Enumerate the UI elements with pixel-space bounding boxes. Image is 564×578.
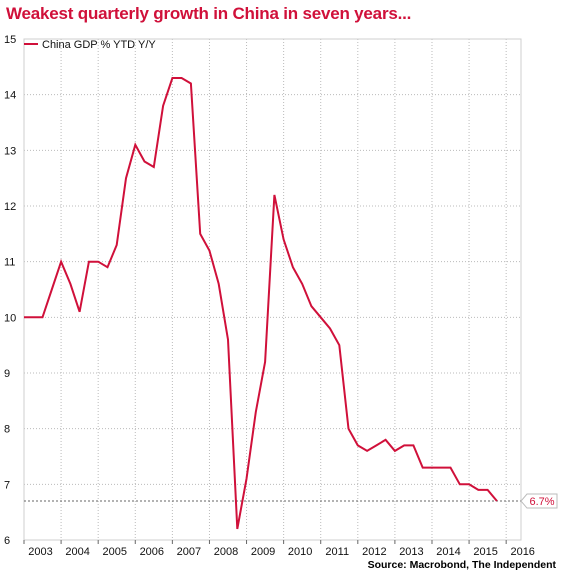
x-tick-label: 2015: [473, 546, 497, 558]
legend-label: China GDP % YTD Y/Y: [42, 39, 156, 51]
y-tick-labels: 6 7 8 9 10 11 12 13 14 15: [4, 34, 16, 547]
callout-label: 6.7%: [529, 496, 554, 508]
x-tick-label: 2011: [325, 546, 349, 558]
y-tick-label: 14: [4, 90, 16, 102]
chart-title: Weakest quarterly growth in China in sev…: [6, 4, 412, 23]
grid-lines: [24, 39, 521, 540]
x-tick-label: 2004: [65, 546, 89, 558]
y-tick-label: 12: [4, 201, 16, 213]
x-tick-label: 2006: [140, 546, 164, 558]
y-tick-label: 13: [4, 145, 16, 157]
source-note: Source: Macrobond, The Independent: [367, 559, 556, 571]
x-tick-label: 2005: [102, 546, 126, 558]
x-tick-label: 2010: [288, 546, 312, 558]
series-line: [24, 77, 498, 530]
x-tick-label: 2008: [214, 546, 238, 558]
y-tick-label: 8: [4, 424, 10, 436]
y-tick-label: 11: [4, 257, 15, 269]
x-tick-label: 2016: [510, 546, 534, 558]
y-tick-label: 7: [4, 479, 10, 491]
legend: China GDP % YTD Y/Y: [24, 39, 156, 51]
y-tick-label: 9: [4, 368, 10, 380]
x-tick-label: 2007: [177, 546, 201, 558]
axes: [23, 38, 522, 544]
callout-box: [520, 493, 558, 509]
x-tick-label: 2012: [362, 546, 386, 558]
x-tick-labels: 2003 2004 2005 2006 2007 2008 2009 2010 2011 2012…: [28, 546, 535, 558]
plot-frame: [23, 38, 522, 541]
x-tick-label: 2014: [436, 546, 460, 558]
x-tick-label: 2013: [399, 546, 423, 558]
y-tick-label: 6: [4, 535, 10, 547]
x-tick-label: 2003: [28, 546, 52, 558]
series-group: [24, 77, 498, 530]
y-tick-label: 10: [4, 312, 16, 324]
reference-line-group: 6.7%: [24, 493, 558, 509]
x-tick-label: 2009: [251, 546, 275, 558]
y-tick-label: 15: [4, 34, 16, 46]
